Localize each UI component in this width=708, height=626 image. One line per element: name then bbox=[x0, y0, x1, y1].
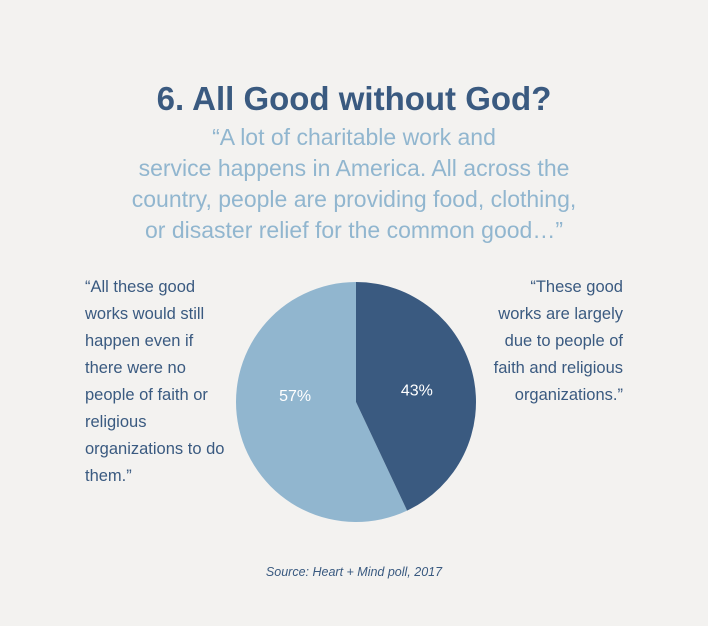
value-label: 43% bbox=[401, 383, 433, 400]
subtitle-line: “A lot of charitable work and bbox=[212, 124, 496, 150]
value-label: 57% bbox=[279, 388, 311, 405]
chart-title: 6. All Good without God? bbox=[156, 80, 552, 117]
legend-quote: “All these good works would still happen… bbox=[85, 278, 225, 485]
subtitle-line: or disaster relief for the common good…” bbox=[144, 217, 563, 243]
pie-slice bbox=[356, 282, 477, 511]
source: Source: Heart + Mind poll, 2017 bbox=[265, 565, 443, 579]
subtitle-line: country, people are providing food, clot… bbox=[131, 186, 577, 212]
legend-quote: “These good works are largely due to peo… bbox=[493, 278, 623, 404]
pie-slice bbox=[236, 282, 408, 522]
subtitle-line: service happens in America. All across t… bbox=[138, 155, 570, 181]
